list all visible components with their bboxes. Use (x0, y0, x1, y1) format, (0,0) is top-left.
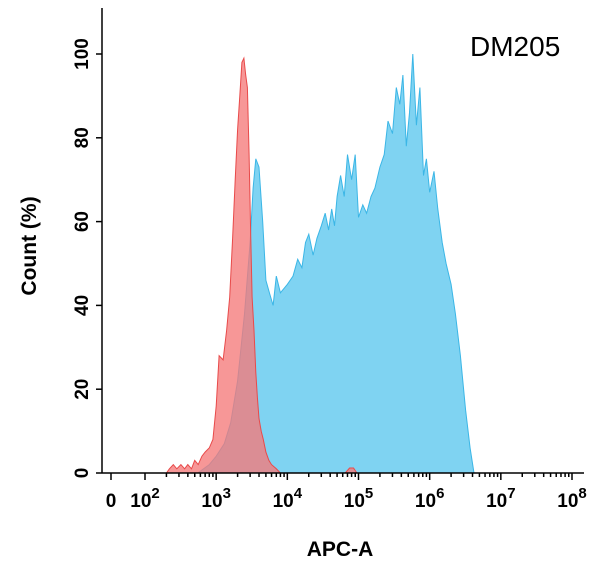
histogram-area-2 (165, 56, 282, 474)
ticks-layer: 0 20 40 60 80 100 0 102 103 104 105 106 107 108 (72, 38, 587, 512)
x-tick-label: 0 (106, 491, 117, 512)
x-tick-label: 107 (486, 485, 515, 512)
x-axis-label: APC-A (307, 538, 374, 561)
y-tick-label: 60 (72, 211, 93, 232)
y-axis-label: Count (%) (18, 196, 41, 295)
x-tick-label: 102 (130, 485, 159, 512)
y-tick-label: 0 (72, 468, 93, 479)
x-tick-label: 106 (415, 485, 444, 512)
x-tick-label: 103 (201, 485, 230, 512)
x-tick-label: 108 (557, 485, 586, 512)
y-tick-label: 100 (72, 38, 93, 70)
y-tick-label: 20 (72, 379, 93, 400)
histogram-area-1 (196, 53, 475, 474)
y-tick-label: 80 (72, 127, 93, 148)
chart-annotation: DM205 (470, 31, 560, 62)
x-tick-label: 104 (273, 485, 303, 512)
x-tick-label: 105 (344, 485, 373, 512)
y-tick-label: 40 (72, 295, 93, 316)
series-layer (165, 53, 475, 474)
